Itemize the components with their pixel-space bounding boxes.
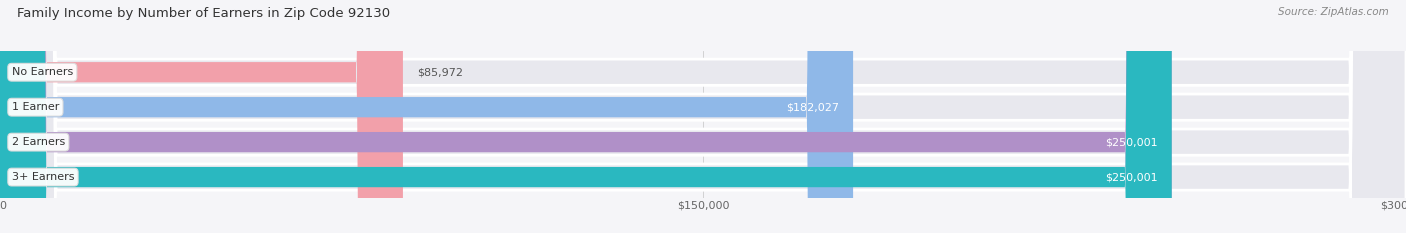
Text: $250,001: $250,001 [1105, 172, 1157, 182]
Text: Family Income by Number of Earners in Zip Code 92130: Family Income by Number of Earners in Zi… [17, 7, 389, 20]
Text: 1 Earner: 1 Earner [11, 102, 59, 112]
FancyBboxPatch shape [0, 0, 404, 233]
Text: No Earners: No Earners [11, 67, 73, 77]
Text: $250,001: $250,001 [1105, 137, 1157, 147]
FancyBboxPatch shape [0, 0, 853, 233]
FancyBboxPatch shape [0, 0, 1171, 233]
Text: 3+ Earners: 3+ Earners [11, 172, 75, 182]
Text: Source: ZipAtlas.com: Source: ZipAtlas.com [1278, 7, 1389, 17]
Text: 2 Earners: 2 Earners [11, 137, 65, 147]
Text: $182,027: $182,027 [786, 102, 839, 112]
FancyBboxPatch shape [0, 0, 1171, 233]
Text: $85,972: $85,972 [418, 67, 463, 77]
